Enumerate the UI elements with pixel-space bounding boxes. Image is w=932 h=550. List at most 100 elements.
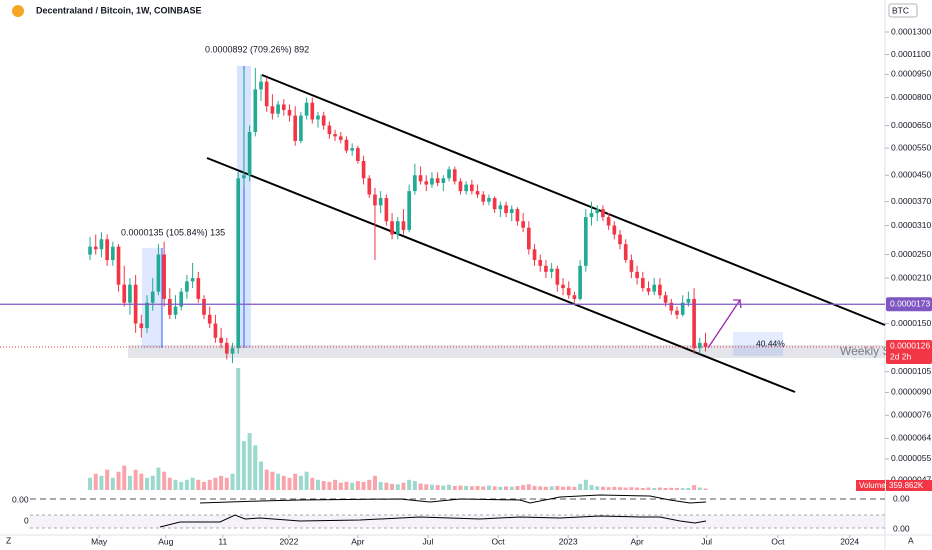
volume-bar [566, 486, 571, 490]
candle-body [378, 198, 383, 206]
price-line-tag [886, 297, 932, 312]
candle-body [646, 288, 651, 292]
candle-body [583, 217, 588, 266]
candle-body [270, 106, 275, 114]
corner-icon[interactable]: A [908, 535, 914, 545]
candle-body [481, 194, 486, 202]
volume-bar [418, 483, 423, 490]
volume-value: 359.862K [889, 481, 924, 490]
volume-bar [429, 484, 434, 490]
candle-body [122, 284, 127, 303]
volume-bar [583, 479, 588, 490]
candle-body [150, 291, 155, 303]
candle-body [179, 291, 184, 307]
candle-body [470, 184, 474, 192]
candle-body [156, 254, 161, 292]
volume-bar [486, 485, 491, 490]
volume-bar [327, 481, 332, 490]
y-tick-label: 0.0000150 [891, 318, 931, 328]
candle-body [669, 302, 674, 311]
candle-body [230, 348, 235, 354]
candle-body [111, 246, 115, 261]
volume-value-tag [886, 480, 932, 491]
volume-bar [697, 487, 702, 490]
candle-body [623, 244, 628, 261]
projection-box [733, 332, 783, 356]
volume-bar [287, 477, 292, 490]
volume-bar [156, 467, 161, 490]
candle-body [242, 175, 246, 179]
volume-bar [618, 487, 623, 490]
corner-icon[interactable]: Z [6, 535, 11, 545]
volume-bar [253, 445, 258, 490]
candle-body [202, 298, 206, 315]
osc-line [199, 494, 707, 504]
candle-body [327, 125, 332, 135]
candle-body [287, 109, 292, 116]
volume-bar [589, 485, 594, 490]
y-tick-label: 0.0000105 [891, 366, 931, 376]
projection-arrow [707, 299, 742, 349]
volume-bar [686, 487, 691, 490]
volume-bar [241, 441, 246, 490]
candle-body [224, 342, 229, 354]
volume-bar [304, 471, 309, 490]
volume-bar [412, 481, 417, 490]
candle-body [99, 239, 104, 250]
candle-body [601, 209, 605, 218]
symbol-icon [12, 5, 24, 17]
volume-bar [150, 475, 155, 490]
candle-body [373, 194, 377, 206]
candle-body [504, 205, 508, 214]
trend-line [206, 157, 796, 393]
y-tick-label: 0.0000370 [891, 196, 931, 206]
y-tick-label: 0.0000090 [891, 387, 931, 397]
osc-label: 0.00 [893, 523, 910, 533]
volume-bar [93, 473, 98, 490]
y-tick-label: 0.0000055 [891, 453, 931, 463]
candle-body [435, 178, 440, 183]
volume-bar [139, 473, 144, 490]
candle-body [264, 81, 269, 107]
candle-body [344, 139, 349, 151]
volume-bar [675, 487, 679, 490]
volume-bar [435, 485, 440, 490]
volume-bar [492, 486, 497, 490]
volume-bar [481, 486, 486, 490]
candle-body [441, 178, 446, 183]
volume-bar [703, 488, 708, 490]
currency: BTC [892, 5, 909, 15]
candle-body [316, 115, 320, 120]
x-tick-label: Aug [158, 536, 173, 546]
countdown: 2d 2h [890, 351, 912, 361]
volume-bar [321, 481, 326, 490]
volume-bar [515, 485, 520, 490]
candle-body [703, 342, 708, 348]
volume-bar [355, 481, 360, 490]
volume-bar [555, 485, 560, 490]
volume-bar [441, 485, 446, 490]
candle-body [515, 209, 520, 222]
candle-body [527, 227, 531, 250]
volume-bar [196, 479, 201, 490]
currency-box[interactable] [888, 3, 918, 18]
volume-bar [526, 484, 531, 490]
volume-bar [270, 471, 275, 490]
volume-bar [224, 477, 229, 490]
candle-body [93, 246, 98, 250]
last-price-tag [886, 340, 932, 365]
volume-bar [395, 484, 400, 490]
volume-bar [247, 433, 252, 490]
volume-bar [401, 482, 406, 490]
candle-body [475, 191, 480, 195]
candle-body [606, 217, 611, 226]
volume-bar [350, 482, 355, 490]
volume-bar [315, 479, 320, 490]
volume-bar [207, 479, 212, 490]
candle-body [692, 298, 696, 349]
volume-bar [452, 485, 457, 490]
candle-body [293, 115, 298, 141]
y-tick-label: 0.0000450 [891, 169, 931, 179]
